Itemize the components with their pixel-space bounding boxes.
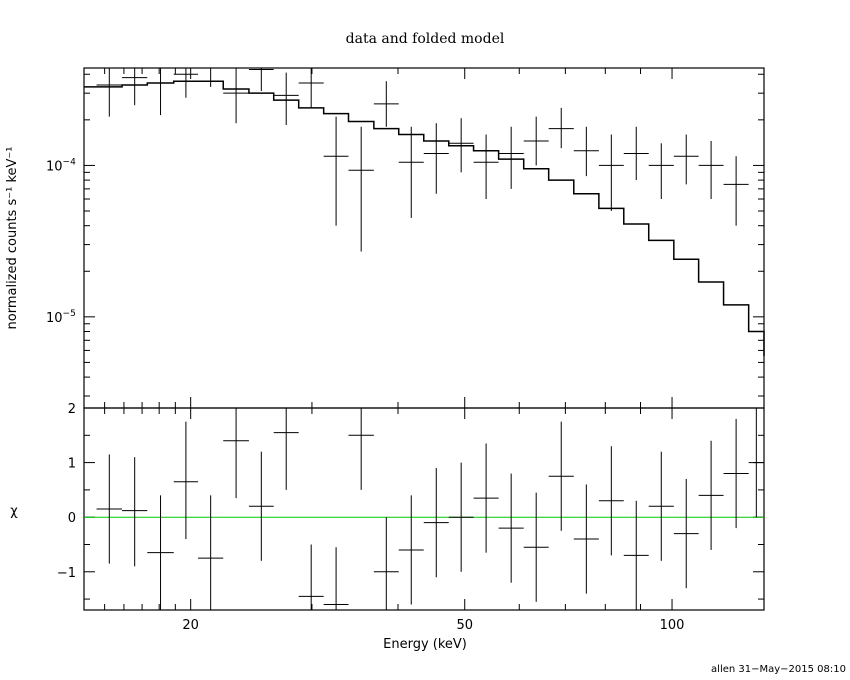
data-point: [348, 126, 374, 252]
x-tick-label: 20: [182, 618, 199, 633]
data-point: [573, 126, 599, 177]
upper-frame: [83, 67, 765, 409]
residual-point: [198, 495, 224, 610]
data-point: [223, 68, 249, 124]
residual-point: [673, 478, 699, 589]
y-tick-label: 1: [68, 457, 76, 472]
data-point: [96, 68, 123, 117]
residual-point: [598, 446, 624, 556]
data-point: [323, 116, 349, 226]
residual-point: [498, 473, 524, 583]
x-axis-label: Energy (keV): [383, 637, 467, 652]
residual-point: [748, 408, 764, 518]
residual-point: [173, 421, 199, 540]
y-tick-label: 10−4: [46, 157, 76, 174]
y-tick-label: 2: [68, 402, 76, 417]
residual-point: [473, 443, 499, 553]
residual-point: [573, 484, 599, 594]
data-point: [248, 68, 274, 92]
data-point: [723, 156, 749, 226]
data-point: [398, 126, 424, 218]
data-point: [473, 134, 499, 200]
residual-point: [648, 451, 674, 561]
lower-panel: 2 1 0 −1 χ: [10, 402, 765, 611]
residual-point: [273, 408, 299, 490]
x-axis: 20 50 100: [104, 68, 685, 633]
data-point: [423, 123, 449, 194]
residual-point: [96, 454, 123, 564]
data-point: [498, 126, 524, 189]
data-point: [673, 134, 699, 185]
y-tick-label: −1: [57, 566, 76, 581]
data-point: [373, 81, 399, 127]
lower-axis: 2 1 0 −1: [57, 402, 764, 600]
residual-point: [122, 457, 148, 567]
residual-point: [723, 418, 749, 529]
upper-data-points: [96, 67, 749, 252]
upper-panel: 10−4 10−5 normalized counts s⁻¹ keV⁻¹: [5, 67, 765, 409]
data-point: [173, 68, 199, 98]
data-point: [598, 134, 624, 212]
model-step-line: [84, 80, 765, 357]
residual-point: [423, 468, 449, 578]
upper-y-axis-label: normalized counts s⁻¹ keV⁻¹: [5, 147, 20, 330]
data-point: [147, 68, 174, 116]
residual-point: [698, 440, 724, 550]
data-point: [523, 116, 549, 166]
residual-point: [248, 451, 274, 561]
data-point: [198, 67, 224, 87]
y-tick-label: 0: [68, 511, 76, 526]
data-point: [698, 140, 724, 200]
residual-point: [523, 492, 549, 602]
residual-point: [223, 408, 249, 499]
lower-y-axis-label: χ: [10, 504, 18, 519]
residual-point: [298, 544, 324, 610]
data-point: [623, 126, 649, 181]
data-point: [273, 72, 299, 125]
residual-point: [348, 408, 374, 490]
chart-title: data and folded model: [346, 31, 505, 47]
residual-point: [548, 421, 574, 531]
residual-point: [147, 495, 174, 610]
residual-point: [623, 500, 649, 610]
x-tick-label: 50: [456, 618, 473, 633]
x-tick-label: 100: [660, 618, 685, 633]
footer-timestamp: allen 31−May−2015 08:10: [711, 664, 846, 675]
residual-point: [398, 495, 424, 605]
residual-point: [373, 517, 399, 610]
lower-frame: [83, 407, 765, 611]
data-point: [648, 143, 674, 200]
residual-point: [448, 462, 474, 572]
residual-points: [96, 408, 764, 610]
y-tick-label: 10−5: [46, 309, 76, 326]
data-point: [122, 68, 148, 106]
data-point: [298, 68, 324, 108]
residual-point: [323, 547, 349, 610]
upper-axis: 10−4 10−5: [46, 73, 764, 397]
data-point: [548, 107, 574, 149]
